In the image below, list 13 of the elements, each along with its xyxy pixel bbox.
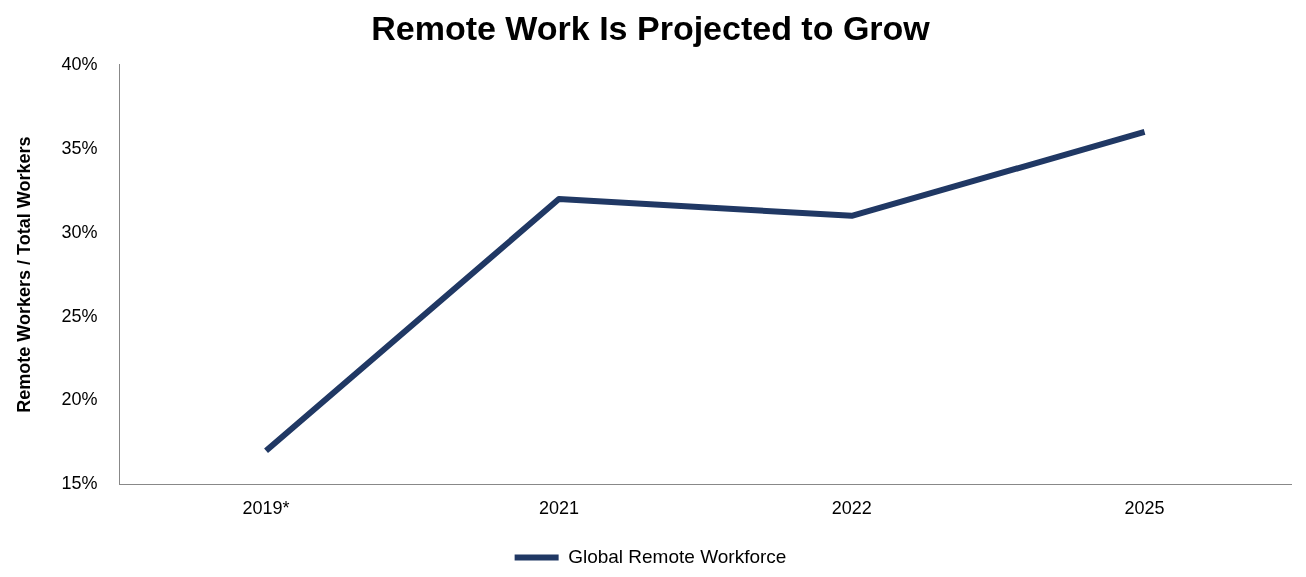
x-tick-label: 2025 (1124, 498, 1165, 519)
y-axis-title: Remote Workers / Total Workers (13, 136, 34, 413)
x-tick-label: 2021 (538, 498, 579, 519)
y-tick-label: 40% (61, 53, 98, 74)
y-tick-label: 25% (61, 305, 98, 326)
x-tick-label: 2019* (242, 498, 290, 519)
legend-label: Global Remote Workforce (568, 545, 787, 567)
x-tick-label: 2022 (831, 498, 872, 519)
y-tick-label: 30% (61, 221, 98, 242)
y-tick-label: 15% (61, 473, 98, 494)
y-tick-label: 35% (61, 137, 98, 158)
y-tick-label: 20% (61, 389, 98, 410)
chart-title: Remote Work Is Projected to Grow (371, 8, 931, 47)
